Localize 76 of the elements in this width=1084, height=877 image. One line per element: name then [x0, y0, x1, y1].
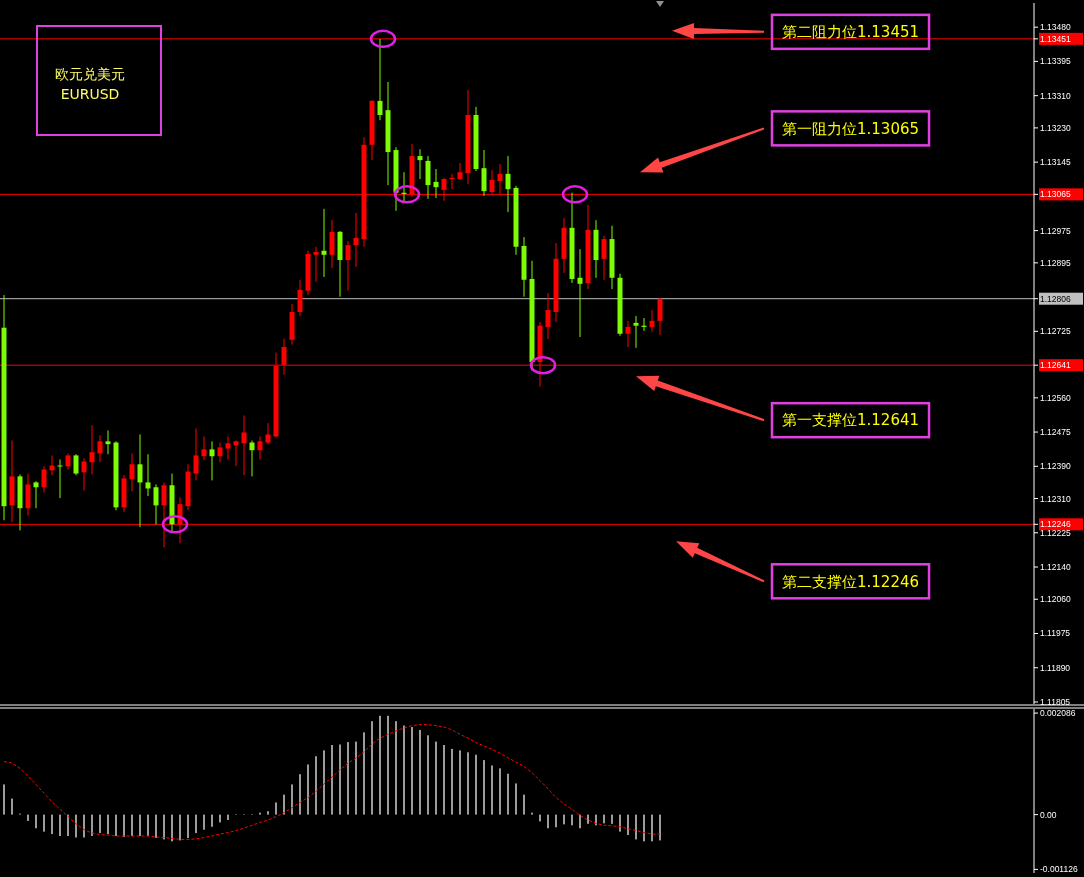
y-tick-label: 1.12060	[1040, 594, 1071, 605]
candlestick	[257, 435, 263, 460]
text: 欧元兑美元	[55, 66, 125, 82]
candlestick	[41, 465, 47, 493]
candlestick	[201, 435, 207, 461]
y-tick-label: 1.12725	[1040, 326, 1071, 337]
candlestick	[153, 483, 159, 525]
candlestick	[81, 457, 87, 491]
candlestick	[313, 246, 319, 283]
candlestick	[145, 453, 151, 497]
candlestick	[345, 240, 351, 292]
y-tick-label: 1.12975	[1040, 225, 1071, 236]
candlestick	[73, 453, 79, 476]
y-tick-label: 1.13480	[1040, 22, 1071, 33]
candlestick	[505, 155, 511, 213]
candlestick	[297, 279, 303, 317]
y-tick-label: 1.12310	[1040, 493, 1071, 504]
candlestick	[209, 440, 215, 481]
y-tick-label: 1.11805	[1040, 696, 1071, 707]
candlestick	[577, 248, 583, 338]
y-tick-label: 1.12246	[1040, 519, 1071, 530]
candlestick	[353, 212, 359, 268]
y-tick-label: 1.12140	[1040, 562, 1071, 572]
candlestick	[137, 433, 143, 528]
candlestick	[657, 297, 663, 336]
annotation: 第一阻力位1.13065	[782, 119, 920, 138]
y-tick-label: 1.12641	[1040, 360, 1071, 371]
y-tick-label: 1.13395	[1040, 56, 1071, 67]
annotation: 第一支撑位1.12641	[782, 411, 920, 430]
candlestick	[329, 219, 335, 269]
candlestick	[265, 422, 271, 445]
candlestick	[377, 38, 383, 121]
y-tick-label: 1.13065	[1040, 189, 1071, 200]
candlestick	[417, 148, 423, 180]
candlestick	[193, 427, 199, 481]
y-tick-label: -0.001126	[1040, 864, 1078, 875]
candlestick	[633, 315, 639, 349]
line-series	[3, 724, 661, 840]
annotation: 第二阻力位1.13451	[782, 23, 920, 42]
candlestick	[105, 429, 111, 455]
candlestick	[33, 480, 39, 509]
y-tick-label: 1.11975	[1040, 628, 1071, 639]
y-tick-label: 1.13451	[1040, 33, 1071, 44]
candlestick	[649, 309, 655, 333]
candlestick	[433, 168, 439, 199]
y-tick-label: 0.002086	[1040, 708, 1076, 719]
y-tick-label: 1.12225	[1040, 527, 1071, 538]
candlestick	[25, 473, 31, 516]
candlestick	[601, 235, 607, 281]
candlestick	[457, 162, 463, 181]
y-tick-label: 0.00	[1040, 809, 1057, 820]
y-tick-label: 1.13310	[1040, 90, 1071, 101]
y-tick-label: 1.13145	[1040, 157, 1071, 168]
y-tick-label: 1.11890	[1040, 662, 1071, 673]
y-tick-label: 1.13230	[1040, 122, 1071, 133]
candlestick	[57, 458, 63, 499]
candlestick	[233, 440, 239, 467]
candlestick	[249, 440, 255, 477]
annotation: 第二支撑位1.12246	[782, 572, 920, 591]
candlestick	[241, 415, 247, 476]
candlestick	[217, 442, 223, 463]
y-tick-label: 1.12895	[1040, 257, 1071, 268]
candlestick	[89, 424, 95, 475]
y-tick-label: 1.12390	[1040, 461, 1071, 472]
candlestick	[97, 434, 103, 463]
candlestick	[321, 208, 327, 278]
y-tick-label: 1.12475	[1040, 427, 1071, 438]
candlestick	[481, 149, 487, 197]
candlestick	[225, 435, 231, 460]
y-tick-label: 1.12560	[1040, 392, 1071, 403]
text: EURUSD	[60, 86, 120, 102]
y-tick-label: 1.12806	[1040, 293, 1071, 304]
candlestick	[129, 452, 135, 492]
candlestick	[545, 292, 551, 340]
candlestick	[625, 320, 631, 348]
candlestick	[49, 454, 55, 476]
